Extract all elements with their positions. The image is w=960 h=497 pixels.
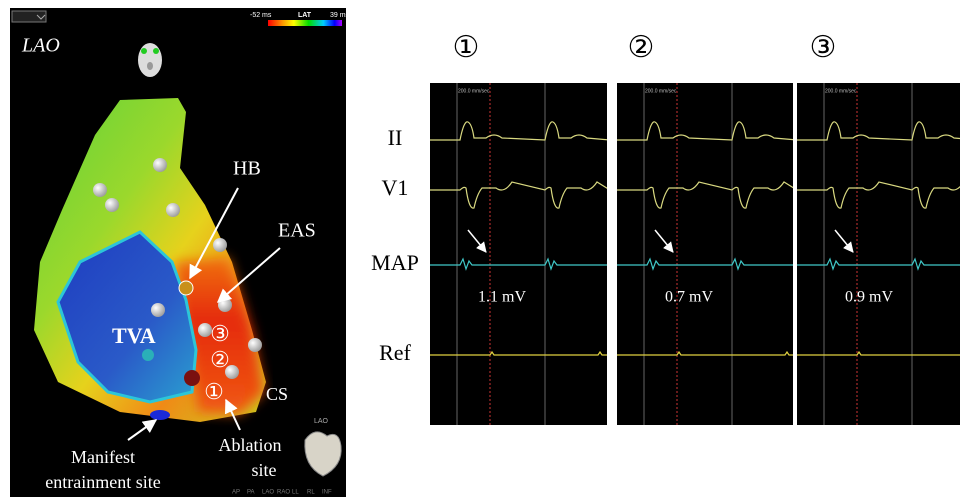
color-scale (268, 20, 342, 26)
lead-label: MAP (371, 250, 419, 275)
tag-ball (105, 198, 119, 212)
scale-min: -52 ms (250, 12, 272, 19)
view-button[interactable]: AP (232, 490, 240, 496)
panel-label: ② (628, 31, 655, 64)
site-1: ① (204, 379, 224, 404)
sweep-speed: 200.0 mm/sec (458, 88, 490, 94)
eas-label: EAS (278, 220, 316, 242)
tva-label: TVA (112, 323, 156, 348)
amplitude-label: 0.7 mV (665, 289, 713, 306)
ablation-label-1: Ablation (219, 435, 282, 455)
figure: -52 ms LAT 39 ms LAO HB EAS TVA ③ ② ① CS… (0, 0, 960, 497)
site-3: ③ (210, 321, 230, 346)
recording-panel: 200.0 mm/sec 1.1 mV ① (430, 31, 610, 425)
recording-panel: 200.0 mm/sec 0.7 mV ② (617, 31, 797, 425)
panel-label: ① (453, 31, 480, 64)
sweep-speed: 200.0 mm/sec (825, 88, 857, 94)
tag-ball (153, 158, 167, 172)
hb-label: HB (233, 158, 261, 180)
view-label: LAO (21, 35, 60, 57)
panel-background (797, 83, 960, 425)
view-button[interactable]: LL (292, 490, 299, 496)
view-button[interactable]: RAO (277, 490, 290, 496)
his-tag (179, 281, 193, 295)
site-2: ② (210, 347, 230, 372)
amplitude-label: 0.9 mV (845, 289, 893, 306)
panel-background (617, 83, 793, 425)
tag-ball (151, 303, 165, 317)
figure-canvas: -52 ms LAT 39 ms LAO HB EAS TVA ③ ② ① CS… (0, 0, 960, 497)
tag-ball (93, 183, 107, 197)
view-button[interactable]: PA (247, 490, 255, 496)
orientation-label: LAO (314, 418, 329, 425)
head-icon (138, 43, 162, 77)
sweep-speed: 200.0 mm/sec (645, 88, 677, 94)
view-button[interactable]: INF (322, 490, 332, 496)
lead-label: Ref (379, 340, 411, 365)
scale-max: 39 ms (330, 12, 350, 19)
ablation-tag (184, 370, 200, 386)
view-button[interactable]: LAO (262, 490, 274, 496)
tag-ball (166, 203, 180, 217)
view-button[interactable]: RL (307, 490, 315, 496)
lead-label: II (388, 125, 403, 150)
manifest-label-2: entrainment site (45, 472, 160, 492)
panel-label: ③ (810, 31, 837, 64)
tag-ball (213, 238, 227, 252)
ablation-label-2: site (252, 460, 277, 480)
manifest-label-1: Manifest (71, 447, 135, 467)
dropdown[interactable] (12, 11, 46, 22)
cs-label: CS (266, 384, 288, 404)
scale-title: LAT (298, 12, 312, 19)
recording-panel: 200.0 mm/sec 0.9 mV ③ (797, 31, 960, 425)
tag-ball (248, 338, 262, 352)
tva-tag (142, 349, 154, 361)
lead-label: V1 (382, 175, 409, 200)
amplitude-label: 1.1 mV (478, 289, 526, 306)
